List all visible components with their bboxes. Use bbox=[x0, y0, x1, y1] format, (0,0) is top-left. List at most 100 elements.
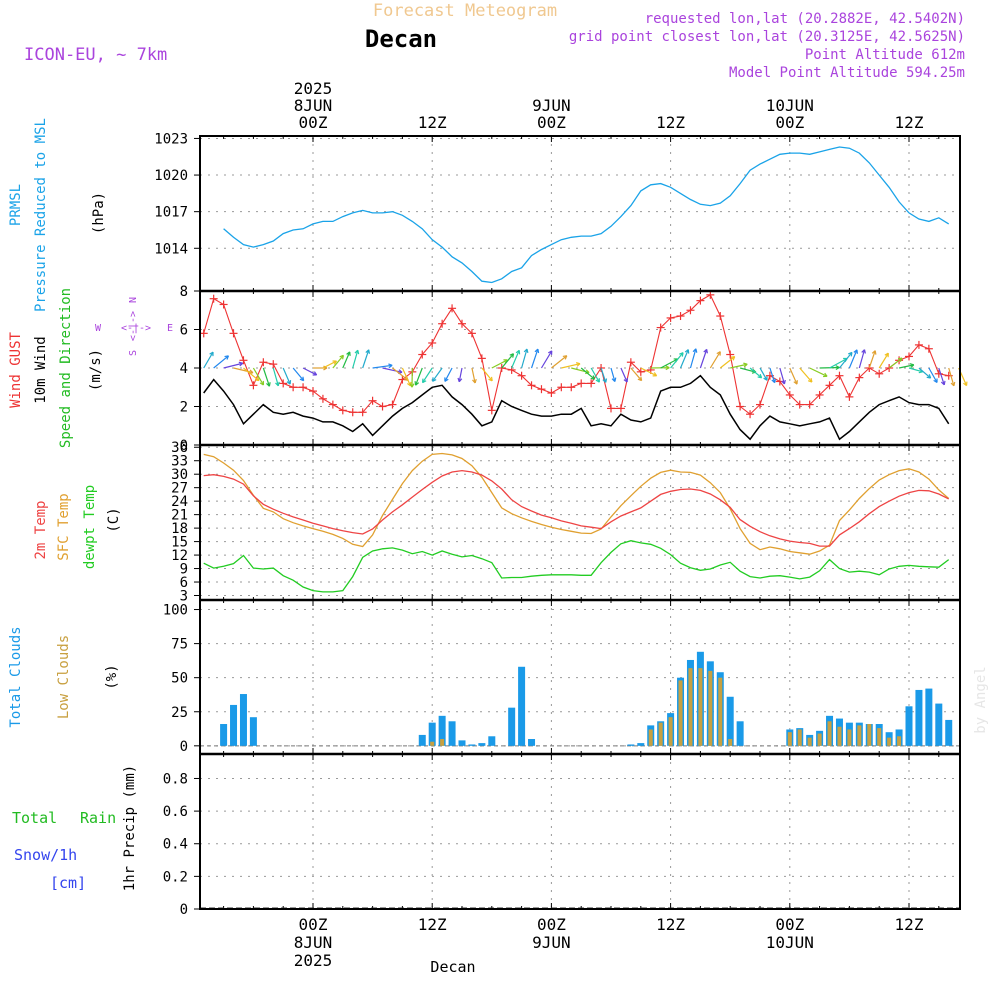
grid-point-coords: grid point closest lon,lat (20.3125E, 42… bbox=[569, 29, 965, 45]
wind-arrow-shaft bbox=[879, 353, 888, 368]
wind-gust-label: Wind GUST bbox=[8, 332, 24, 408]
wind-arrow-shaft bbox=[591, 368, 599, 382]
wind-direction-arrow bbox=[204, 352, 213, 368]
precip-unit-label: 1hr Precip (mm) bbox=[122, 765, 138, 891]
top-time-label: 00Z bbox=[775, 113, 804, 132]
y-tick-label: 2 bbox=[180, 400, 188, 416]
low-clouds-bar bbox=[847, 729, 851, 745]
wind-direction-arrow bbox=[303, 368, 317, 375]
credit-label: by Angel bbox=[973, 666, 989, 733]
wind-direction-arrow bbox=[621, 368, 628, 382]
wind-arrow-shaft bbox=[631, 368, 642, 381]
gust-marker bbox=[448, 304, 456, 312]
wind-arrow-head bbox=[927, 377, 931, 378]
temp-sfc-label: SFC Temp bbox=[56, 493, 72, 560]
wind-arrow-shaft bbox=[532, 349, 538, 368]
bottom-time-label: 10JUN bbox=[766, 933, 814, 952]
gust-marker bbox=[379, 403, 387, 411]
wind-direction-arrow bbox=[353, 350, 359, 368]
gust-marker bbox=[269, 360, 277, 368]
wind-direction-arrow bbox=[760, 368, 767, 380]
wind-direction-arrow bbox=[433, 368, 443, 381]
low-clouds-bar bbox=[867, 724, 871, 746]
pressure-unit-label: (hPa) bbox=[91, 192, 107, 234]
low-clouds-bar bbox=[837, 727, 841, 746]
dewpt-temp-line bbox=[204, 541, 949, 592]
bottom-time-label: 12Z bbox=[895, 915, 924, 934]
wind-direction-arrow bbox=[561, 363, 580, 368]
compass-north: N bbox=[128, 297, 139, 303]
wind-direction-arrow bbox=[859, 350, 865, 368]
wind-direction-arrow bbox=[522, 349, 528, 368]
total-clouds-bar bbox=[925, 689, 932, 746]
bottom-time-label: 8JUN bbox=[294, 933, 333, 952]
wind-direction-arrow bbox=[541, 351, 551, 368]
temp-dewpt-label: dewpt Temp bbox=[82, 485, 98, 569]
temp-2m-label: 2m Temp bbox=[33, 500, 49, 559]
temp-unit-label: (C) bbox=[106, 507, 122, 532]
total-clouds-bar bbox=[637, 743, 644, 746]
top-time-label: 12Z bbox=[656, 113, 685, 132]
gust-marker bbox=[259, 358, 267, 366]
wind-direction-arrow bbox=[458, 368, 462, 382]
total-clouds-bar bbox=[737, 721, 744, 746]
pressure-msl-label: Pressure Reduced to MSL bbox=[33, 118, 49, 312]
wind-arrow-shaft bbox=[482, 368, 492, 381]
wind-arrow-head bbox=[458, 378, 459, 382]
wind-arrow-shaft bbox=[363, 350, 369, 368]
gust-marker bbox=[677, 312, 685, 320]
wind-arrow-head bbox=[696, 349, 697, 353]
gust-marker bbox=[210, 295, 218, 303]
compass-west: W bbox=[95, 323, 102, 334]
wind-arrow-head bbox=[682, 353, 683, 357]
wind-arrow-shaft bbox=[700, 349, 706, 368]
total-clouds-bar bbox=[945, 720, 952, 746]
footer-location: Decan bbox=[430, 958, 475, 976]
gust-marker bbox=[249, 381, 257, 389]
wind-arrow-head bbox=[369, 350, 370, 354]
low-clouds-bar bbox=[877, 728, 881, 746]
y-tick-label: 0.8 bbox=[163, 771, 188, 787]
plot-frame bbox=[200, 136, 960, 909]
top-time-label: 12Z bbox=[895, 113, 924, 132]
wind-direction-arrow bbox=[810, 368, 827, 377]
wind-direction-arrow bbox=[949, 368, 955, 386]
wind-direction-arrow bbox=[482, 368, 492, 381]
bottom-time-label: 00Z bbox=[299, 915, 328, 934]
y-tick-label: 1023 bbox=[154, 131, 188, 147]
wind-arrow-shaft bbox=[214, 356, 229, 368]
top-time-label: 12Z bbox=[418, 113, 447, 132]
y-tick-label: 6 bbox=[180, 323, 188, 339]
wind-direction-arrow bbox=[790, 368, 798, 384]
wind-direction-arrow bbox=[415, 368, 422, 385]
gust-marker bbox=[577, 379, 585, 387]
y-tick-label: 0.2 bbox=[163, 869, 188, 885]
wind-arrow-shaft bbox=[800, 368, 812, 382]
total-clouds-bar bbox=[935, 704, 942, 746]
top-time-label: 00Z bbox=[537, 113, 566, 132]
gust-marker bbox=[478, 354, 486, 362]
wind-arrow-shaft bbox=[512, 350, 520, 368]
gust-marker bbox=[388, 401, 396, 409]
gust-marker bbox=[339, 406, 347, 414]
wind-direction-arrow bbox=[591, 368, 599, 382]
wind-direction-arrow bbox=[611, 368, 616, 382]
wind-direction-arrow bbox=[869, 351, 876, 368]
y-tick-label: 50 bbox=[171, 671, 188, 687]
wind-arrow-shaft bbox=[710, 352, 720, 368]
snow-unit-label: [cm] bbox=[50, 874, 86, 892]
low-clouds-bar bbox=[649, 729, 653, 745]
wind-arrow-shaft bbox=[919, 368, 931, 378]
wind-gust-line bbox=[204, 295, 949, 414]
pressure-panel: PRMSL Pressure Reduced to MSL (hPa) 1014… bbox=[8, 118, 960, 312]
wind-direction-arrow bbox=[750, 368, 762, 378]
y-tick-label: 25 bbox=[171, 705, 188, 721]
wind-arrow-shaft bbox=[661, 359, 678, 368]
wind-direction-arrow bbox=[363, 350, 370, 368]
gust-marker bbox=[299, 383, 307, 391]
wind-arrow-shaft bbox=[263, 368, 269, 386]
gust-marker bbox=[230, 329, 238, 337]
wind-direction-arrow bbox=[472, 368, 476, 383]
